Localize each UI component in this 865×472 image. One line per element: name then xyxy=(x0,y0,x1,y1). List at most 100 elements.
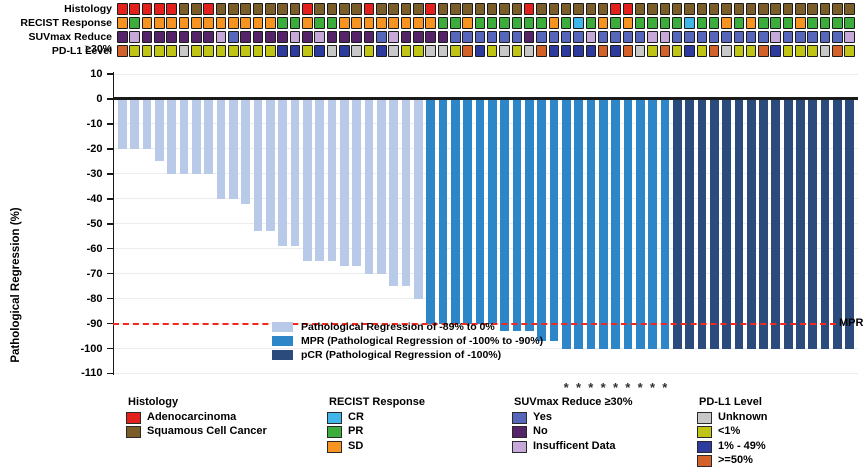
pdl1-cell xyxy=(437,45,449,57)
suvmax-cell xyxy=(351,31,362,43)
waterfall-bar xyxy=(648,99,657,349)
suvmax-cell xyxy=(548,31,560,43)
waterfall-bar xyxy=(722,99,731,349)
histology-cell xyxy=(227,3,239,15)
waterfall-bar xyxy=(672,99,682,349)
pdl1-cell xyxy=(289,45,301,57)
pdl1-cell xyxy=(166,45,177,57)
histology-cell xyxy=(289,3,301,15)
suvmax-cell xyxy=(795,31,806,43)
pdl1-cell xyxy=(215,45,227,57)
recist-cell xyxy=(819,17,831,29)
pdl1-cell xyxy=(400,45,412,57)
waterfall-bar xyxy=(611,99,620,349)
y-tick-label: -30 xyxy=(86,167,103,180)
pdl1-cell xyxy=(190,45,202,57)
suvmax-cell xyxy=(203,31,214,43)
legend-item-label: Squamous Cell Cancer xyxy=(147,425,267,438)
waterfall-bar xyxy=(463,99,472,324)
recist-cell xyxy=(190,17,202,29)
waterfall-bar xyxy=(833,99,842,349)
histology-cell xyxy=(671,3,683,15)
pdl1-cell xyxy=(474,45,486,57)
y-tick-label: -60 xyxy=(86,242,103,255)
recist-cell xyxy=(597,17,609,29)
asterisk-marker: * xyxy=(625,379,631,395)
histology-cell xyxy=(400,3,412,15)
pdl1-cell xyxy=(178,45,190,57)
waterfall-bar xyxy=(734,99,744,349)
waterfall-bar xyxy=(697,99,707,349)
waterfall-bar xyxy=(487,99,497,324)
recist-cell xyxy=(203,17,214,29)
histology-cell xyxy=(301,3,313,15)
y-axis-line xyxy=(112,72,115,376)
legend-swatch xyxy=(512,440,527,453)
recist-cell xyxy=(351,17,362,29)
histology-cell xyxy=(819,3,831,15)
y-tick-mark xyxy=(106,247,113,250)
recist-cell xyxy=(807,17,819,29)
histology-cell xyxy=(758,3,769,15)
y-tick-label: -10 xyxy=(86,117,103,130)
waterfall-bar xyxy=(302,99,312,262)
waterfall-bar xyxy=(635,99,645,349)
waterfall-bar xyxy=(315,99,324,262)
recist-cell xyxy=(289,17,301,29)
histology-cell xyxy=(499,3,510,15)
y-tick-mark xyxy=(106,123,113,125)
histology-cell xyxy=(277,3,288,15)
recist-cell xyxy=(733,17,745,29)
pdl1-cell xyxy=(548,45,560,57)
y-tick-mark xyxy=(106,322,113,325)
recist-cell xyxy=(462,17,473,29)
legend-item-label: SD xyxy=(348,439,364,452)
histology-cell xyxy=(782,3,794,15)
recist-cell xyxy=(832,17,843,29)
recist-cell xyxy=(141,17,153,29)
pdl1-cell xyxy=(264,45,276,57)
recist-cell xyxy=(153,17,165,29)
y-tick-label: -90 xyxy=(86,317,103,330)
suvmax-cell xyxy=(696,31,708,43)
y-tick-label: -100 xyxy=(80,342,103,355)
waterfall-bar xyxy=(808,99,818,349)
waterfall-bar xyxy=(327,99,337,262)
histology-cell xyxy=(425,3,436,15)
histology-cell xyxy=(807,3,819,15)
waterfall-bar xyxy=(450,99,460,324)
histology-cell xyxy=(141,3,153,15)
recist-cell xyxy=(117,17,128,29)
pdl1-cell xyxy=(560,45,572,57)
recist-cell xyxy=(634,17,646,29)
recist-cell xyxy=(215,17,227,29)
recist-cell xyxy=(363,17,375,29)
recist-cell xyxy=(314,17,325,29)
asterisk-marker: * xyxy=(588,379,594,395)
recist-cell xyxy=(708,17,720,29)
suvmax-cell xyxy=(844,31,856,43)
histology-cell xyxy=(240,3,251,15)
suvmax-cell xyxy=(622,31,634,43)
recist-cell xyxy=(129,17,140,29)
y-tick-mark xyxy=(106,173,113,175)
histology-cell xyxy=(326,3,338,15)
suvmax-cell xyxy=(227,31,239,43)
histology-cell xyxy=(314,3,325,15)
pdl1-cell xyxy=(240,45,251,57)
waterfall-bar xyxy=(389,99,398,287)
histology-cell xyxy=(449,3,461,15)
recist-cell xyxy=(844,17,856,29)
pdl1-cell xyxy=(770,45,782,57)
recist-cell xyxy=(178,17,190,29)
recist-cell xyxy=(573,17,584,29)
pdl1-cell xyxy=(314,45,325,57)
suvmax-cell xyxy=(400,31,412,43)
legend-swatch xyxy=(512,412,527,424)
recist-cell xyxy=(585,17,597,29)
recist-cell xyxy=(560,17,572,29)
bar-legend-row: MPR (Pathological Regression of -100% to… xyxy=(272,335,572,347)
recist-cell xyxy=(659,17,671,29)
suvmax-cell xyxy=(745,31,757,43)
pdl1-cell xyxy=(153,45,165,57)
